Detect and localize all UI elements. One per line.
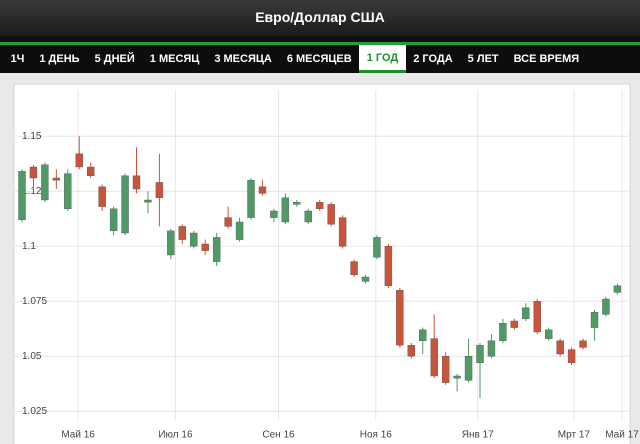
candle-body: [384, 245, 393, 286]
candle-body: [132, 175, 141, 190]
tab[interactable]: 2 ГОДА: [413, 53, 453, 65]
candle-body: [499, 323, 507, 342]
y-tick-label: 1.15: [22, 131, 42, 142]
candle-body: [613, 285, 622, 293]
tab[interactable]: 5 ДНЕЙ: [94, 53, 135, 65]
candle-body: [590, 312, 599, 328]
candle-body: [350, 261, 358, 276]
candle-body: [270, 210, 278, 218]
candle-body: [52, 177, 61, 181]
x-tick-label: Ноя 16: [360, 430, 393, 441]
candle-body: [567, 349, 576, 364]
candle-body: [293, 201, 301, 205]
y-tick-label: 1.075: [22, 296, 47, 307]
y-tick-label: 1.05: [22, 351, 42, 362]
tab-bar: 1Ч 1 ДЕНЬ 5 ДНЕЙ 1 МЕСЯЦ 3 МЕСЯЦА 6 МЕСЯЦЕВ 1 …: [0, 45, 640, 73]
candle-body: [316, 201, 324, 209]
candle-body: [510, 320, 519, 328]
candle-body: [441, 356, 450, 383]
x-tick-label: Янв 17: [462, 430, 494, 441]
candle-body: [18, 171, 26, 220]
candle-body: [281, 197, 290, 223]
candle-body: [235, 221, 244, 240]
x-tick-label: Май 16: [61, 430, 95, 441]
candle-body: [190, 232, 198, 247]
tab[interactable]: 1Ч: [10, 53, 25, 65]
candle-body: [361, 276, 370, 282]
candle-body: [86, 166, 95, 177]
candle-body: [64, 173, 72, 210]
x-tick-label: Июл 16: [158, 430, 193, 441]
candle-body: [75, 153, 83, 168]
candle-body: [327, 204, 335, 225]
candle-body: [178, 226, 187, 240]
chart-panel: [13, 83, 631, 444]
x-tick-label: Май 17: [605, 430, 639, 441]
candle-body: [201, 243, 209, 251]
candle-body: [487, 340, 496, 357]
candle-body: [29, 166, 38, 179]
candle-body: [212, 237, 221, 262]
candle-body: [579, 340, 587, 348]
candle-body: [224, 217, 232, 227]
y-tick-label: 1.025: [22, 406, 47, 417]
candle-body: [545, 329, 553, 339]
candle-body: [41, 164, 49, 201]
y-tick-label: 1.125: [22, 186, 47, 197]
candle-body: [258, 186, 267, 194]
candle-body: [121, 175, 129, 234]
header-title: Евро/Доллар США: [0, 0, 640, 36]
candle-body: [556, 340, 564, 355]
tab[interactable]: 5 ЛЕТ: [467, 53, 499, 65]
tab[interactable]: 1 ДЕНЬ: [39, 53, 80, 65]
tab[interactable]: 1 ГОД: [359, 45, 406, 73]
tab[interactable]: 1 МЕСЯЦ: [149, 53, 200, 65]
candle-body: [419, 329, 427, 341]
x-tick-label: Мрт 17: [558, 430, 591, 441]
candle-body: [338, 217, 347, 247]
header-stripe: [0, 36, 640, 45]
candle-body: [407, 345, 415, 357]
tab[interactable]: 6 МЕСЯЦЕВ: [286, 53, 352, 65]
candle-body: [602, 298, 610, 315]
candle-body: [247, 179, 255, 218]
candle-body: [533, 301, 541, 333]
candle-body: [144, 199, 152, 203]
y-tick-label: 1.1: [22, 241, 36, 252]
candle-body: [155, 182, 164, 198]
tab[interactable]: ВСЕ ВРЕМЯ: [513, 53, 580, 65]
candle-body: [167, 230, 175, 256]
candle-body: [464, 356, 473, 381]
tab[interactable]: 3 МЕСЯЦА: [214, 53, 272, 65]
candle-body: [109, 208, 118, 232]
x-tick-label: Сен 16: [262, 430, 295, 441]
candle-body: [373, 237, 381, 258]
candle-body: [98, 186, 106, 207]
candle-body: [453, 375, 461, 379]
candle-body: [430, 338, 438, 377]
candle-body: [476, 345, 484, 364]
candle-body: [522, 307, 530, 319]
candle-body: [304, 210, 312, 223]
candle-body: [396, 290, 404, 346]
